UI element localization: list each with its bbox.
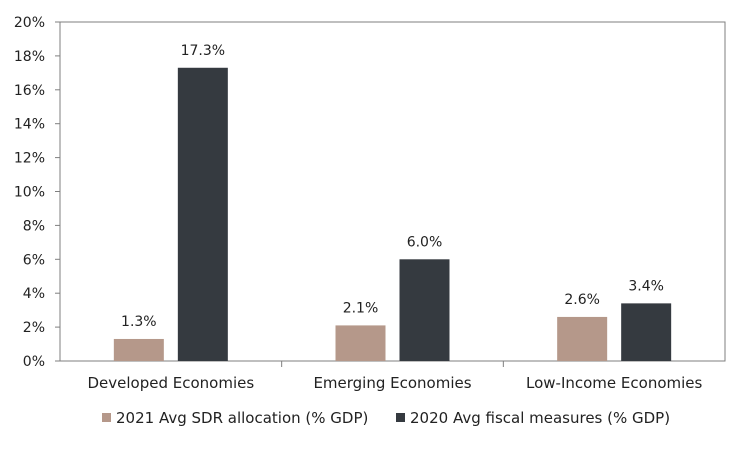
category-label: Emerging Economies xyxy=(313,374,471,392)
bar xyxy=(621,303,672,361)
legend-label: 2020 Avg fiscal measures (% GDP) xyxy=(410,409,670,427)
y-tick-label: 16% xyxy=(14,83,45,99)
legend-label: 2021 Avg SDR allocation (% GDP) xyxy=(116,409,368,427)
y-tick-label: 4% xyxy=(23,286,45,302)
bar xyxy=(177,67,228,361)
bars: 1.3% 17.3% 2.1% 6.0% 2.6% 3.4% xyxy=(113,43,672,361)
data-label: 3.4% xyxy=(628,278,664,294)
legend-swatch xyxy=(102,413,111,422)
data-label: 2.6% xyxy=(564,292,600,308)
legend-swatch xyxy=(396,413,405,422)
y-tick-label: 0% xyxy=(23,354,45,370)
bar xyxy=(335,325,386,361)
y-tick-label: 6% xyxy=(23,252,45,268)
data-label: 2.1% xyxy=(343,300,379,316)
data-label: 6.0% xyxy=(407,234,443,250)
y-tick-label: 12% xyxy=(14,151,45,167)
y-tick-label: 20% xyxy=(14,15,45,31)
data-label: 17.3% xyxy=(181,43,225,59)
y-tick-label: 2% xyxy=(23,320,45,336)
y-tick-label: 8% xyxy=(23,218,45,234)
data-label: 1.3% xyxy=(121,314,157,330)
y-tick-label: 10% xyxy=(14,185,45,201)
legend: 2021 Avg SDR allocation (% GDP) 2020 Avg … xyxy=(102,409,670,427)
bar xyxy=(113,338,164,361)
y-tick-label: 14% xyxy=(14,117,45,133)
axes: 0% 2% 4% 6% 8% 10% 12% 14% 16% 18% 20% Developed Ec… xyxy=(14,15,726,392)
category-label: Developed Economies xyxy=(87,374,254,392)
y-tick-label: 18% xyxy=(14,49,45,65)
bar xyxy=(557,316,608,361)
bar xyxy=(399,259,450,361)
category-label: Low-Income Economies xyxy=(526,374,703,392)
